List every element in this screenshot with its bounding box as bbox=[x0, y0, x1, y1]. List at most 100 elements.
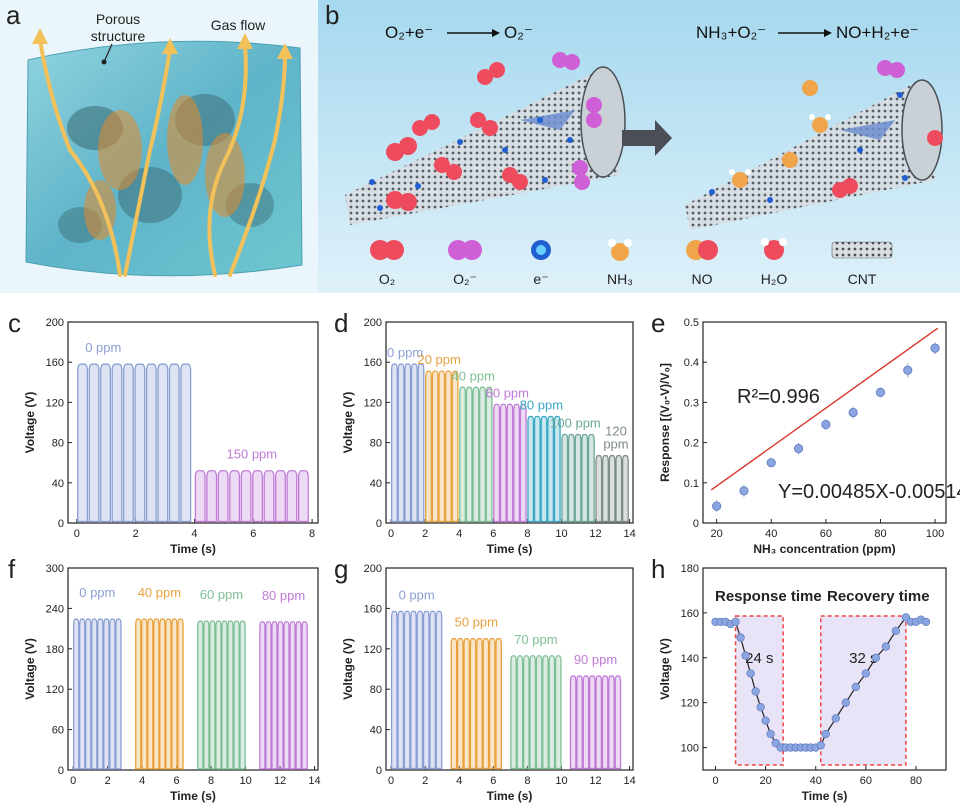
pulse bbox=[542, 655, 549, 770]
y-tick-label: 160 bbox=[681, 608, 699, 620]
pulse bbox=[588, 675, 596, 770]
series-label-f-0: 0 ppm bbox=[79, 585, 115, 600]
data-point bbox=[736, 633, 745, 642]
porous-pointer bbox=[103, 43, 113, 63]
pulse bbox=[422, 610, 430, 770]
y-tick-label: 0 bbox=[58, 765, 64, 777]
pulse bbox=[614, 675, 622, 770]
pulse bbox=[217, 470, 229, 523]
data-point bbox=[891, 626, 901, 635]
pulse bbox=[177, 618, 184, 770]
pulse bbox=[567, 433, 575, 523]
pulse bbox=[301, 621, 308, 770]
data-point bbox=[751, 687, 760, 696]
pulse bbox=[297, 470, 309, 523]
pulse bbox=[416, 610, 424, 770]
panel-label-h: h bbox=[651, 554, 665, 584]
x-tick-label: 10 bbox=[555, 528, 567, 540]
x-tick-label: 20 bbox=[760, 775, 772, 787]
pulse bbox=[547, 415, 555, 523]
pulse bbox=[283, 621, 290, 770]
pulse bbox=[122, 363, 134, 523]
equation-2-arrowhead bbox=[824, 29, 832, 37]
pulse bbox=[239, 620, 246, 770]
x-tick-label: 60 bbox=[860, 775, 872, 787]
y-tick-label: 0.3 bbox=[684, 397, 699, 409]
pulse bbox=[111, 363, 123, 523]
data-point bbox=[793, 444, 804, 454]
pulse bbox=[109, 618, 116, 770]
x-tick-label: 2 bbox=[105, 775, 111, 787]
data-point bbox=[816, 741, 825, 750]
y-tick-label: 40 bbox=[370, 725, 382, 737]
data-point bbox=[881, 642, 891, 651]
porous-label-line2: structure bbox=[91, 28, 146, 44]
pulse bbox=[429, 610, 436, 770]
pulse bbox=[153, 618, 160, 770]
response-region-label: Response time bbox=[715, 588, 822, 605]
pulse bbox=[444, 370, 452, 523]
y-tick-label: 300 bbox=[46, 563, 64, 575]
no-legend: NO bbox=[692, 271, 713, 287]
data-point bbox=[875, 387, 886, 397]
y-tick-label: 100 bbox=[681, 743, 699, 755]
data-point bbox=[741, 651, 750, 660]
y-tick-label: 180 bbox=[681, 563, 699, 575]
y-tick-label: 120 bbox=[364, 644, 382, 656]
pulse bbox=[485, 386, 493, 523]
pulse bbox=[456, 638, 464, 770]
y-tick-label: 0 bbox=[58, 518, 64, 530]
plot-frame bbox=[67, 321, 319, 524]
pulse bbox=[259, 621, 266, 770]
data-point bbox=[921, 617, 931, 627]
panel-b-illustration bbox=[318, 0, 960, 293]
porous-pointer-dot bbox=[101, 59, 107, 65]
data-point bbox=[930, 343, 940, 353]
pulse bbox=[548, 655, 556, 770]
data-point bbox=[841, 698, 850, 707]
series-label-f-1: 40 ppm bbox=[138, 585, 181, 600]
series-100-ppm bbox=[561, 433, 595, 523]
series-90-ppm bbox=[569, 675, 622, 770]
plot-frame bbox=[385, 567, 634, 771]
y-tick-label: 120 bbox=[364, 397, 382, 409]
y-tick-label: 160 bbox=[46, 357, 64, 369]
pulse bbox=[277, 621, 284, 770]
pulse bbox=[435, 610, 443, 770]
y-tick-label: 0 bbox=[376, 765, 382, 777]
o2-minus-legend: O₂⁻ bbox=[453, 271, 477, 287]
series-label-d-2: 40 ppm bbox=[452, 368, 495, 383]
series-label-d-4: 80 ppm bbox=[520, 397, 563, 412]
x-tick-label: 2 bbox=[422, 528, 428, 540]
chart-h: 0 20 40 60 80 100 120 140 160 180 Time (s) Voltage … bbox=[651, 554, 947, 803]
x-tick-label: 14 bbox=[623, 528, 635, 540]
pulse bbox=[135, 618, 142, 770]
pulse bbox=[495, 638, 502, 770]
series-50-ppm bbox=[450, 638, 502, 770]
x-tick-label: 14 bbox=[623, 775, 635, 787]
panel-label-f: f bbox=[8, 554, 16, 584]
series-60-ppm bbox=[197, 620, 246, 770]
y-axis-label: Response [(V₀-V)/V₀] bbox=[658, 363, 672, 482]
pulse bbox=[463, 638, 471, 770]
pulse bbox=[519, 403, 527, 523]
y-tick-label: 0 bbox=[376, 518, 382, 530]
series-0-ppm bbox=[73, 618, 122, 770]
pulse bbox=[595, 455, 603, 523]
legend-glyphs bbox=[370, 238, 893, 261]
pulse bbox=[535, 655, 543, 770]
recovery-region-label: Recovery time bbox=[827, 588, 930, 605]
series-label-c-1: 150 ppm bbox=[227, 447, 278, 462]
pulse bbox=[404, 363, 412, 523]
x-tick-label: 0 bbox=[70, 775, 76, 787]
fit-equation-label: Y=0.00485X-0.00514 bbox=[778, 481, 960, 503]
chart-d: 0 2 4 6 8 10 12 14 0 40 80 120 160 200 Time (s) Voltage… bbox=[334, 308, 636, 556]
y-tick-label: 200 bbox=[364, 317, 382, 329]
x-tick-label: 8 bbox=[524, 528, 530, 540]
pulse bbox=[576, 675, 583, 770]
pulse bbox=[465, 386, 473, 523]
pulse bbox=[529, 655, 537, 770]
pulse bbox=[77, 363, 89, 523]
